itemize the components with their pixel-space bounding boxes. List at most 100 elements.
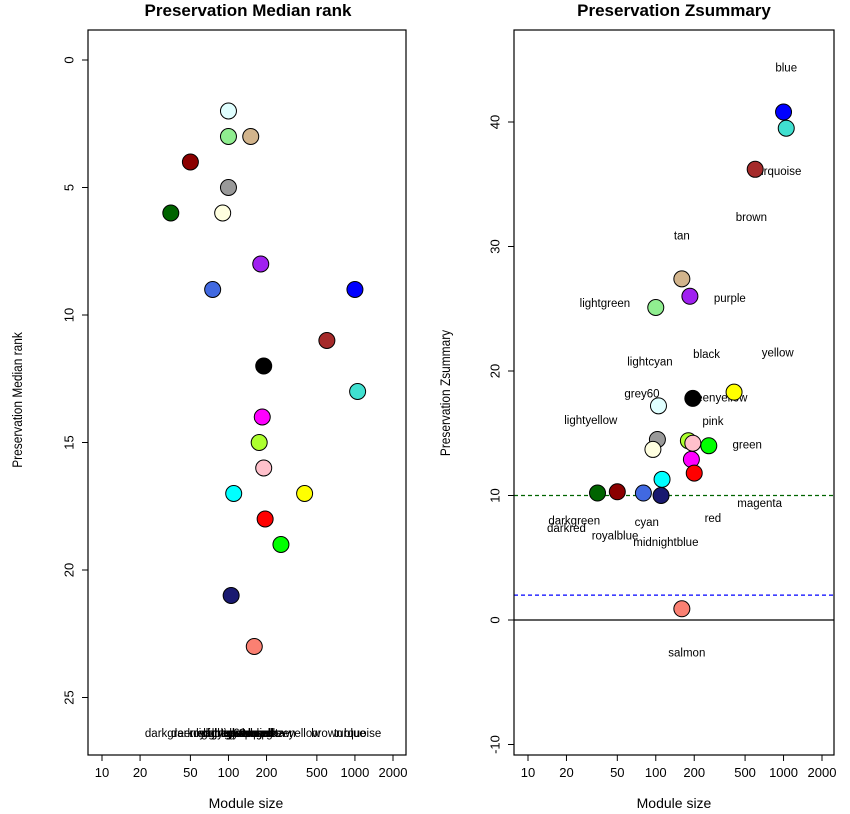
point-label-turquoise: turquoise xyxy=(334,728,381,740)
point-lightyellow xyxy=(214,204,232,222)
point-label-tan: tan xyxy=(674,231,690,243)
point-label-yellow: yellow xyxy=(289,728,322,740)
point-label-blue: blue xyxy=(344,728,366,740)
point-royalblue xyxy=(204,281,222,298)
point-greenyellow xyxy=(250,434,268,451)
point-lightyellow xyxy=(644,440,662,458)
y-tick-label: 30 xyxy=(487,239,502,253)
point-lightcyan xyxy=(219,102,237,120)
x-tick-label: 2000 xyxy=(379,765,408,780)
point-pink xyxy=(684,434,702,452)
point-turquoise xyxy=(349,383,367,400)
x-tick-label: 50 xyxy=(183,765,197,780)
chart-title: Preservation Median rank xyxy=(145,1,352,20)
point-darkred xyxy=(608,483,626,501)
point-label-royalblue: royalblue xyxy=(189,728,236,740)
y-axis-label: Preservation Median rank xyxy=(9,332,25,468)
point-label-magenta: magenta xyxy=(240,728,285,740)
point-label-black: black xyxy=(250,728,277,740)
zsummary-panel: Preservation Zsummary Module size Preser… xyxy=(437,1,836,811)
point-lightgreen xyxy=(647,299,665,317)
point-label-lightcyan: lightcyan xyxy=(206,728,251,740)
point-brown xyxy=(746,160,764,178)
point-label-cyan: cyan xyxy=(222,728,246,740)
point-red xyxy=(685,464,703,482)
point-cyan xyxy=(225,485,243,502)
point-label-midnightblue: midnightblue xyxy=(633,537,698,549)
point-midnightblue xyxy=(652,487,670,504)
x-tick-label: 10 xyxy=(521,765,535,780)
point-cyan xyxy=(653,470,671,488)
point-royalblue xyxy=(634,484,652,502)
point-tan xyxy=(242,128,260,145)
point-label-purple: purple xyxy=(245,728,277,740)
point-label-salmon: salmon xyxy=(236,728,273,740)
point-label-brown: brown xyxy=(311,728,342,740)
y-tick-label: 40 xyxy=(487,115,502,129)
point-label-grey60: grey60 xyxy=(624,389,659,401)
point-darkgreen xyxy=(589,484,607,502)
point-label-lightgreen: lightgreen xyxy=(203,728,254,740)
y-tick-label: 0 xyxy=(487,616,502,623)
point-label-tan: tan xyxy=(243,728,259,740)
y-tick-label: 25 xyxy=(61,690,76,704)
point-turquoise xyxy=(777,119,795,137)
point-tan xyxy=(673,270,691,288)
point-purple xyxy=(252,255,270,273)
plot-frame xyxy=(513,29,835,756)
point-label-salmon: salmon xyxy=(668,648,705,660)
point-label-lightyellow: lightyellow xyxy=(196,728,250,740)
point-midnightblue xyxy=(222,587,240,604)
x-tick-label: 1000 xyxy=(769,765,798,780)
point-label-cyan: cyan xyxy=(635,517,659,529)
y-tick-label: 10 xyxy=(487,488,502,502)
chart-title: Preservation Zsummary xyxy=(577,1,771,20)
x-axis-label: Module size xyxy=(209,795,284,811)
point-label-darkred: darkred xyxy=(171,728,210,740)
point-yellow xyxy=(296,485,314,502)
y-tick-label: 0 xyxy=(61,56,76,63)
point-green xyxy=(272,536,290,553)
x-tick-label: 1000 xyxy=(340,765,369,780)
point-grey60 xyxy=(219,179,237,196)
point-label-red: red xyxy=(257,728,274,740)
point-blue xyxy=(346,281,364,298)
y-tick-label: 5 xyxy=(61,184,76,191)
point-salmon xyxy=(673,600,691,618)
y-tick-label: 15 xyxy=(61,435,76,449)
y-tick-label: 20 xyxy=(487,364,502,378)
point-label-turquoise: turquoise xyxy=(754,166,801,178)
x-tick-label: 100 xyxy=(645,765,667,780)
point-magenta xyxy=(253,408,271,426)
x-tick-label: 200 xyxy=(256,765,278,780)
point-label-green: green xyxy=(266,728,295,740)
point-brown xyxy=(318,332,336,349)
point-salmon xyxy=(245,638,263,655)
point-label-lightyellow: lightyellow xyxy=(564,415,618,427)
x-tick-label: 2000 xyxy=(808,765,837,780)
point-yellow xyxy=(725,383,743,401)
point-label-yellow: yellow xyxy=(762,348,795,360)
point-label-royalblue: royalblue xyxy=(592,531,639,543)
point-label-purple: purple xyxy=(714,293,746,305)
point-label-darkgreen: darkgreen xyxy=(548,516,600,528)
point-magenta xyxy=(682,450,700,468)
point-pink xyxy=(255,459,273,477)
point-label-greenyellow: greenyellow xyxy=(229,728,291,740)
point-label-lightgreen: lightgreen xyxy=(580,298,631,310)
point-red xyxy=(256,510,274,528)
point-label-pink: pink xyxy=(253,728,274,740)
point-lightgreen xyxy=(219,128,237,145)
point-label-black: black xyxy=(693,349,720,361)
point-blue xyxy=(775,103,793,121)
point-label-darkgreen: darkgreen xyxy=(145,728,197,740)
point-label-blue: blue xyxy=(775,62,797,74)
point-black xyxy=(255,357,273,375)
point-label-pink: pink xyxy=(702,416,723,428)
point-label-midnightblue: midnightblue xyxy=(199,728,264,740)
x-tick-label: 20 xyxy=(133,765,147,780)
point-black xyxy=(684,389,702,407)
point-label-magenta: magenta xyxy=(737,498,782,510)
point-purple xyxy=(681,287,699,305)
